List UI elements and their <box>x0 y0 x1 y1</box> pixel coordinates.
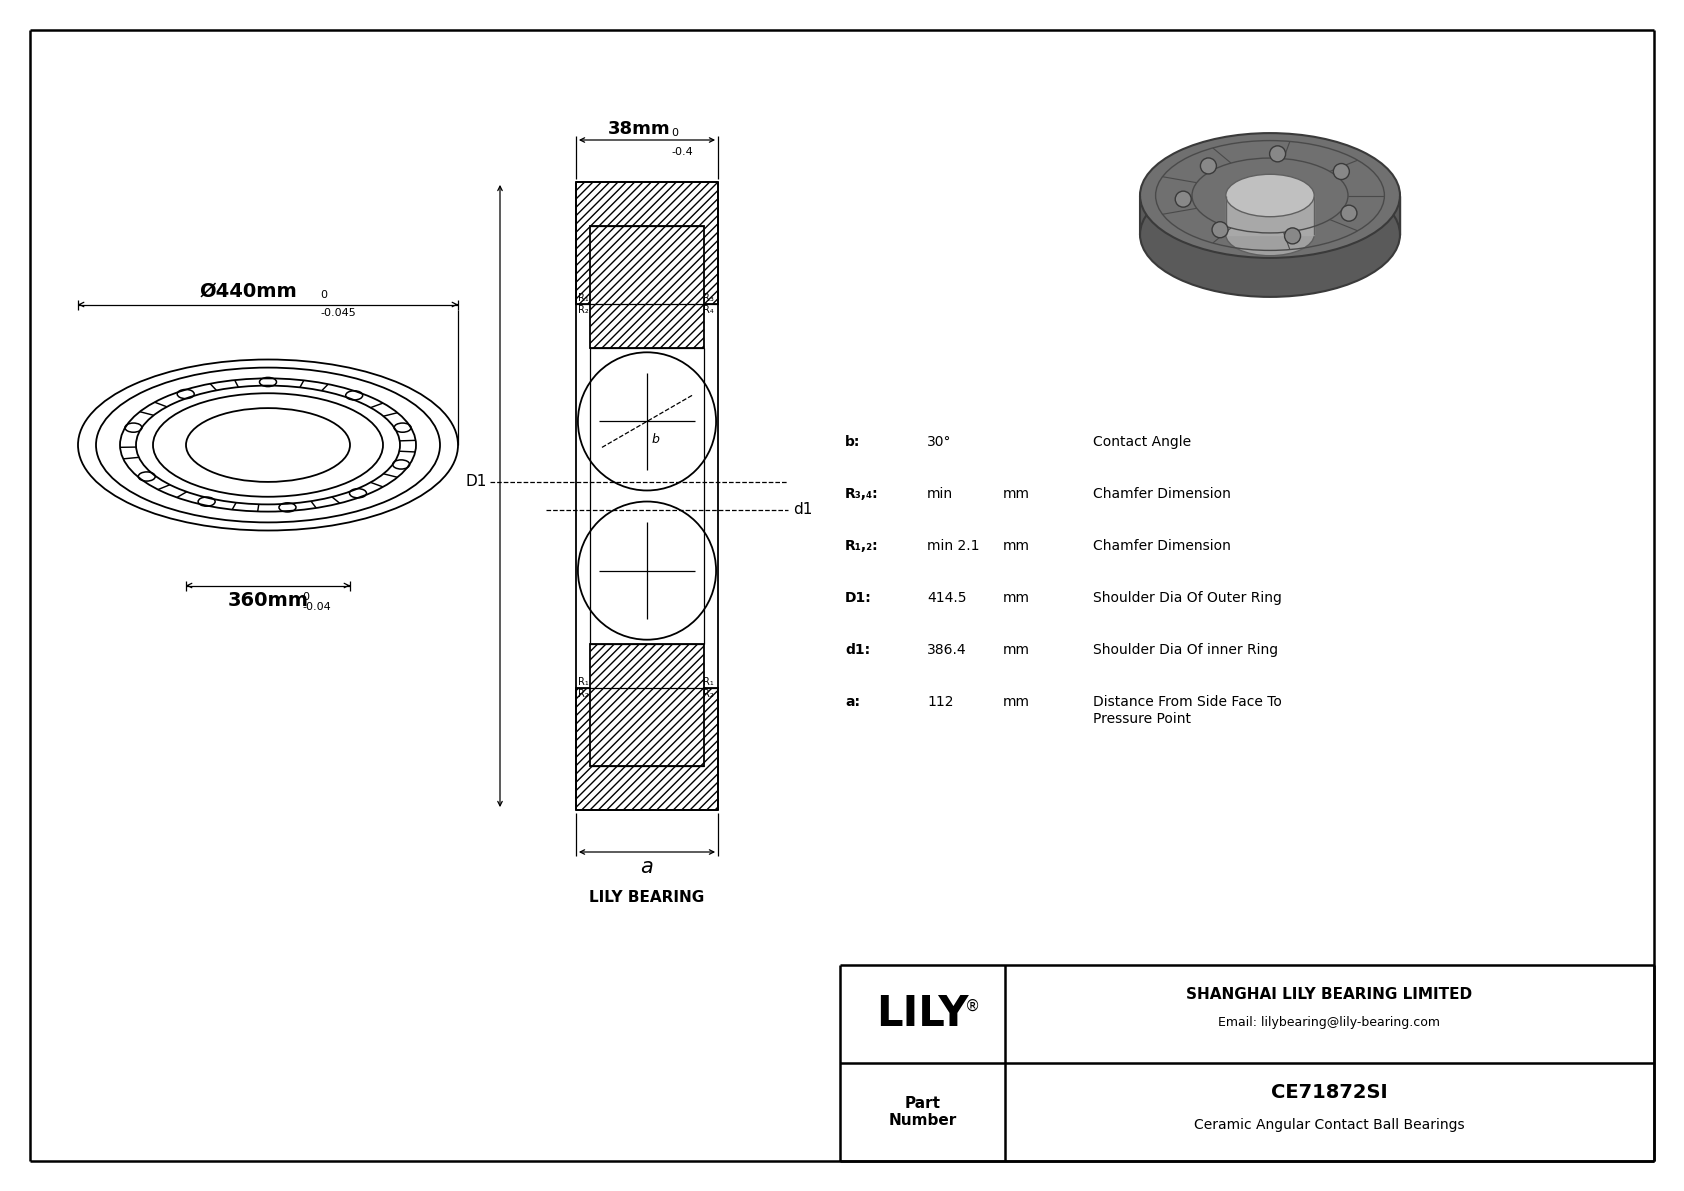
Text: a:: a: <box>845 696 861 709</box>
Ellipse shape <box>1226 213 1314 256</box>
Text: Distance From Side Face To: Distance From Side Face To <box>1093 696 1282 709</box>
Text: R₂: R₂ <box>578 305 589 316</box>
Text: R₃: R₃ <box>704 293 714 304</box>
Text: 0: 0 <box>301 592 308 601</box>
Text: 0: 0 <box>320 291 327 300</box>
Text: 0: 0 <box>670 127 679 138</box>
Text: Contact Angle: Contact Angle <box>1093 435 1191 449</box>
Text: Shoulder Dia Of inner Ring: Shoulder Dia Of inner Ring <box>1093 643 1278 657</box>
Text: CE71872SI: CE71872SI <box>1271 1083 1388 1102</box>
Circle shape <box>1201 158 1216 174</box>
Text: Shoulder Dia Of Outer Ring: Shoulder Dia Of Outer Ring <box>1093 591 1282 605</box>
Text: Chamfer Dimension: Chamfer Dimension <box>1093 540 1231 553</box>
Polygon shape <box>1226 195 1314 235</box>
Circle shape <box>1212 222 1228 238</box>
Text: Ø440mm: Ø440mm <box>199 281 296 300</box>
Text: b: b <box>652 434 660 447</box>
Text: mm: mm <box>1004 696 1031 709</box>
Text: 386.4: 386.4 <box>926 643 967 657</box>
Bar <box>589 643 704 766</box>
Text: SHANGHAI LILY BEARING LIMITED: SHANGHAI LILY BEARING LIMITED <box>1187 987 1472 1002</box>
Text: a: a <box>640 858 653 877</box>
Text: mm: mm <box>1004 591 1031 605</box>
Text: R₁: R₁ <box>578 293 589 304</box>
Text: R₃,₄:: R₃,₄: <box>845 487 879 501</box>
Text: R₁,₂:: R₁,₂: <box>845 540 879 553</box>
Text: D1:: D1: <box>845 591 872 605</box>
Text: mm: mm <box>1004 643 1031 657</box>
Text: Ceramic Angular Contact Ball Bearings: Ceramic Angular Contact Ball Bearings <box>1194 1118 1465 1131</box>
Text: min: min <box>926 487 953 501</box>
Text: R₂: R₂ <box>578 688 589 699</box>
Bar <box>576 687 717 810</box>
Circle shape <box>1270 145 1285 162</box>
Circle shape <box>1334 163 1349 180</box>
Ellipse shape <box>1140 133 1399 258</box>
Bar <box>576 182 717 305</box>
Text: d1: d1 <box>793 503 812 518</box>
Text: LILY: LILY <box>876 993 968 1035</box>
Text: 414.5: 414.5 <box>926 591 967 605</box>
Circle shape <box>1285 227 1300 244</box>
Text: 112: 112 <box>926 696 953 709</box>
Text: R₂: R₂ <box>704 688 714 699</box>
Text: LILY BEARING: LILY BEARING <box>589 890 704 905</box>
Ellipse shape <box>1140 173 1399 297</box>
Text: R₁: R₁ <box>704 676 714 686</box>
Text: -0.4: -0.4 <box>670 146 692 157</box>
Text: Email: lilybearing@lily-bearing.com: Email: lilybearing@lily-bearing.com <box>1219 1016 1440 1029</box>
Text: R₁: R₁ <box>578 676 589 686</box>
Text: D1: D1 <box>465 474 487 490</box>
Ellipse shape <box>1226 174 1314 217</box>
Text: min 2.1: min 2.1 <box>926 540 980 553</box>
Polygon shape <box>1140 195 1399 235</box>
Text: 360mm: 360mm <box>227 592 308 611</box>
Text: -0.04: -0.04 <box>301 601 330 611</box>
Text: d1:: d1: <box>845 643 871 657</box>
Text: 38mm: 38mm <box>608 120 670 138</box>
Text: -0.045: -0.045 <box>320 308 355 318</box>
Text: R₄: R₄ <box>704 305 714 316</box>
Bar <box>589 226 704 348</box>
Text: mm: mm <box>1004 540 1031 553</box>
Text: b:: b: <box>845 435 861 449</box>
Text: Pressure Point: Pressure Point <box>1093 712 1191 727</box>
Circle shape <box>1340 205 1357 222</box>
Text: mm: mm <box>1004 487 1031 501</box>
Text: ®: ® <box>965 999 980 1014</box>
Circle shape <box>1175 191 1191 207</box>
Text: Part
Number: Part Number <box>889 1096 957 1128</box>
Text: Chamfer Dimension: Chamfer Dimension <box>1093 487 1231 501</box>
Text: 30°: 30° <box>926 435 951 449</box>
